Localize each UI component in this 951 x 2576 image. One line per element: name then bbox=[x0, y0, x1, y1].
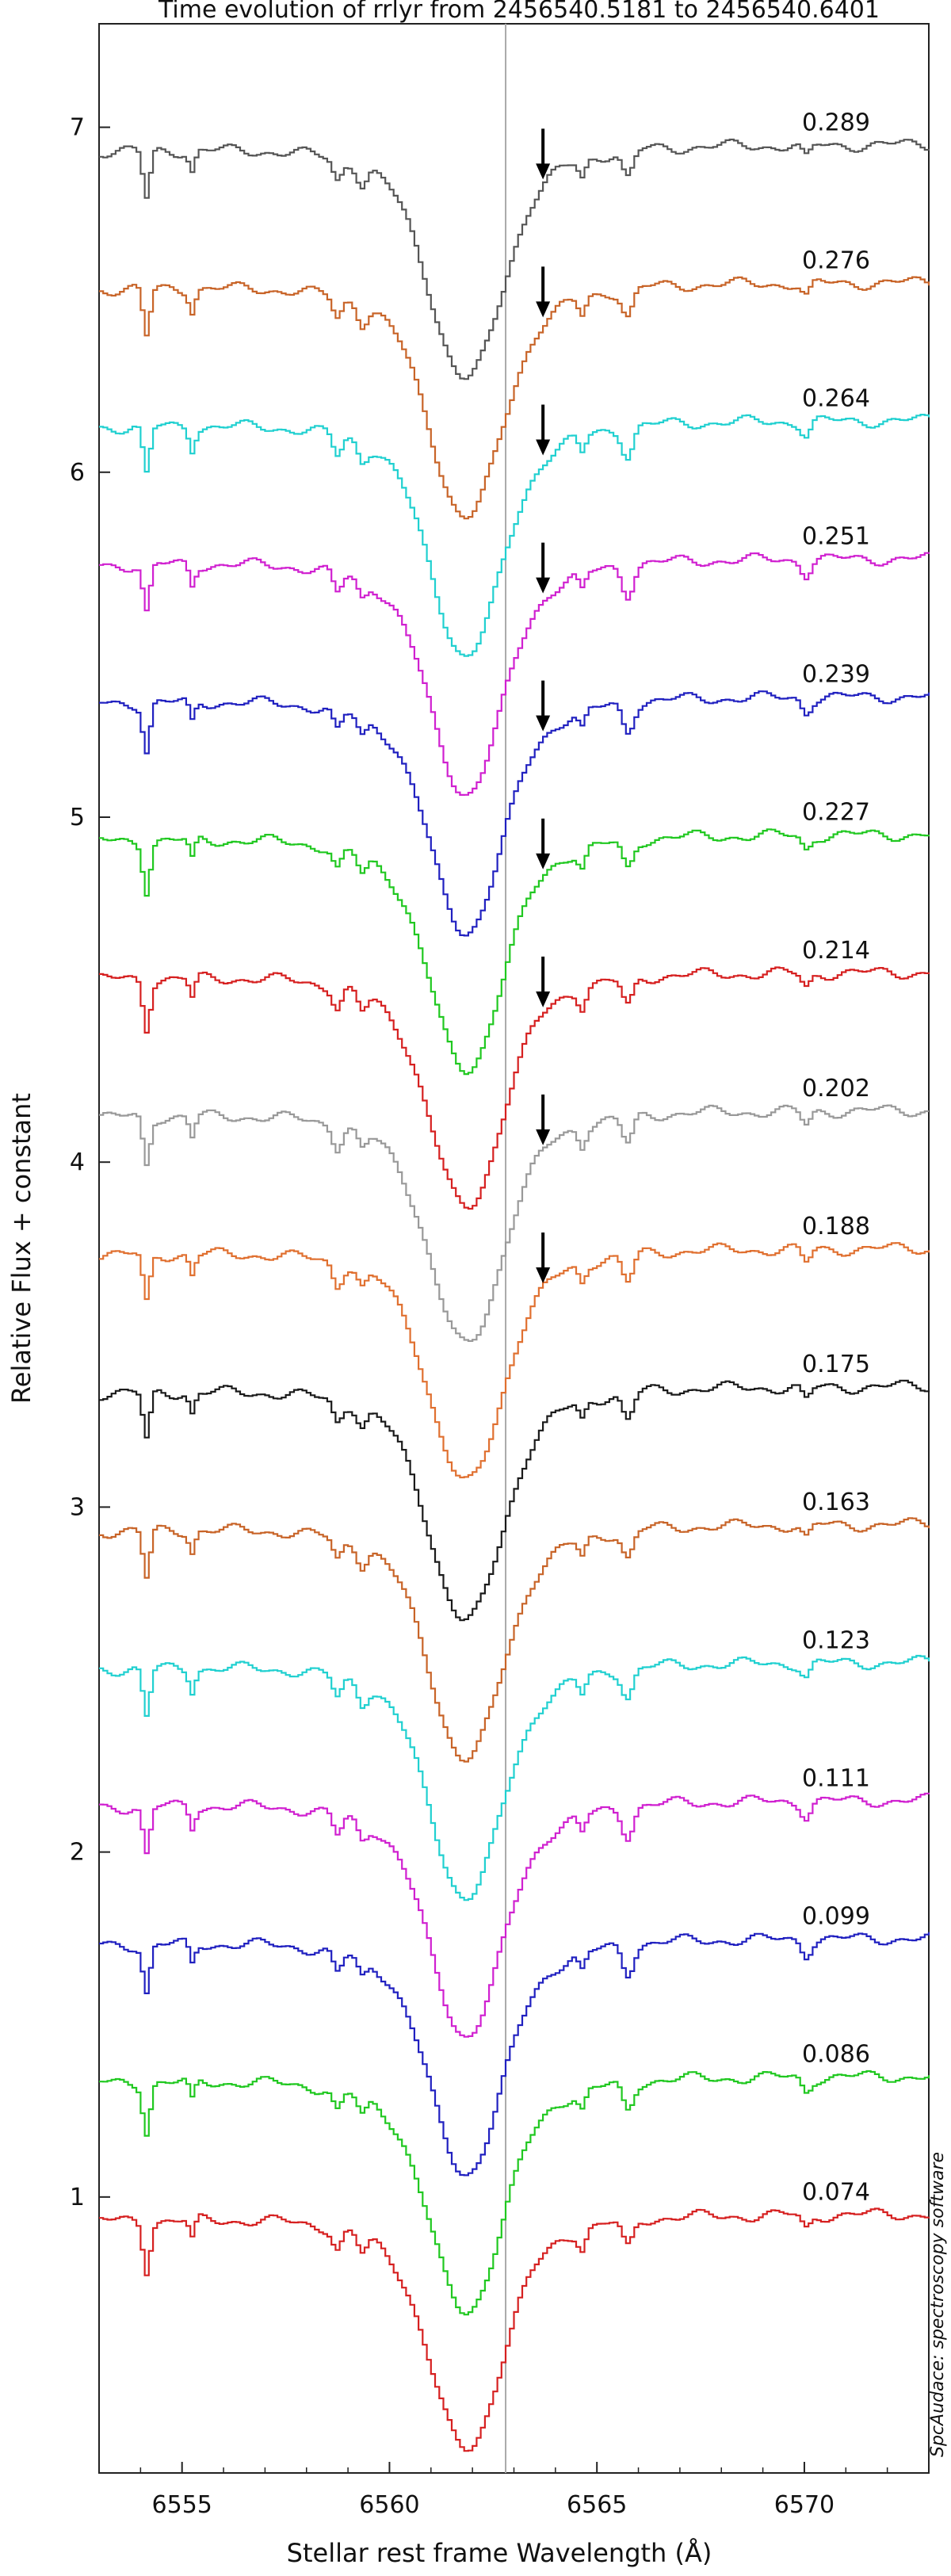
arrow-head-icon bbox=[536, 577, 551, 594]
arrow-head-icon bbox=[536, 1129, 551, 1145]
spectrum-series-0.175 bbox=[99, 1379, 930, 1622]
phase-label-0.123: 0.123 bbox=[802, 1626, 870, 1654]
y-tick-label: 1 bbox=[70, 2184, 85, 2211]
phase-label-0.227: 0.227 bbox=[802, 799, 870, 827]
spectrum-series-0.123 bbox=[99, 1654, 930, 1901]
phase-label-0.175: 0.175 bbox=[802, 1351, 870, 1378]
y-tick-label: 2 bbox=[70, 1839, 85, 1867]
spectrum-series-0.099 bbox=[99, 1932, 930, 2177]
x-tick-label: 6565 bbox=[567, 2491, 627, 2519]
phase-label-0.251: 0.251 bbox=[802, 523, 870, 551]
phase-label-0.163: 0.163 bbox=[802, 1489, 870, 1516]
spectrum-series-0.214 bbox=[99, 966, 930, 1210]
chart-title: Time evolution of rrlyr from 2456540.518… bbox=[158, 0, 880, 24]
y-tick-label: 3 bbox=[70, 1493, 85, 1521]
spectrum-series-0.188 bbox=[99, 1242, 930, 1479]
y-tick-label: 5 bbox=[70, 804, 85, 831]
y-tick-label: 6 bbox=[70, 459, 85, 487]
arrow-head-icon bbox=[536, 991, 551, 1007]
arrow-head-icon bbox=[536, 1267, 551, 1283]
x-tick-label: 6560 bbox=[359, 2491, 419, 2519]
arrow-head-icon bbox=[536, 715, 551, 732]
spectrum-series-0.074 bbox=[99, 2207, 930, 2452]
arrow-head-icon bbox=[536, 853, 551, 869]
spectrum-series-0.227 bbox=[99, 828, 930, 1076]
arrow-head-icon bbox=[536, 301, 551, 318]
spectrum-series-0.086 bbox=[99, 2070, 930, 2316]
phase-label-0.239: 0.239 bbox=[802, 661, 870, 689]
y-axis-title: Relative Flux + constant bbox=[6, 1093, 36, 1404]
spectrum-series-0.239 bbox=[99, 690, 930, 937]
phase-label-0.289: 0.289 bbox=[802, 109, 870, 136]
spectrum-series-0.202 bbox=[99, 1104, 929, 1342]
plot-area: 6555 6560 6565 6570 1 2 3 4 5 6 7 0.074 0.086 0.099 0.… bbox=[70, 23, 930, 2519]
phase-label-0.099: 0.099 bbox=[802, 1902, 870, 1930]
phase-label-0.111: 0.111 bbox=[802, 1764, 870, 1792]
phase-label-0.214: 0.214 bbox=[802, 937, 870, 965]
x-tick-label: 6555 bbox=[152, 2491, 212, 2519]
phase-label-0.202: 0.202 bbox=[802, 1075, 870, 1103]
spectrum-series-0.264 bbox=[99, 414, 930, 657]
arrow-head-icon bbox=[536, 163, 551, 180]
y-tick-label: 4 bbox=[70, 1148, 85, 1176]
spectrum-series-0.111 bbox=[99, 1792, 930, 2038]
phase-label-0.276: 0.276 bbox=[802, 247, 870, 274]
phase-label-0.074: 0.074 bbox=[802, 2179, 870, 2207]
arrow-head-icon bbox=[536, 439, 551, 456]
spectrum-series-0.276 bbox=[99, 276, 930, 520]
software-credit: SpcAudace: spectroscopy software bbox=[928, 2152, 948, 2457]
phase-label-0.188: 0.188 bbox=[802, 1213, 870, 1240]
phase-label-0.264: 0.264 bbox=[802, 384, 870, 412]
y-tick-label: 7 bbox=[70, 114, 85, 142]
x-tick-label: 6570 bbox=[774, 2491, 835, 2519]
spectrum-series-0.251 bbox=[99, 552, 930, 796]
x-axis-title: Stellar rest frame Wavelength (Å) bbox=[287, 2538, 712, 2568]
spectrum-series-0.163 bbox=[99, 1517, 930, 1763]
spectrum-series-0.289 bbox=[99, 138, 930, 380]
phase-label-0.086: 0.086 bbox=[802, 2041, 870, 2069]
